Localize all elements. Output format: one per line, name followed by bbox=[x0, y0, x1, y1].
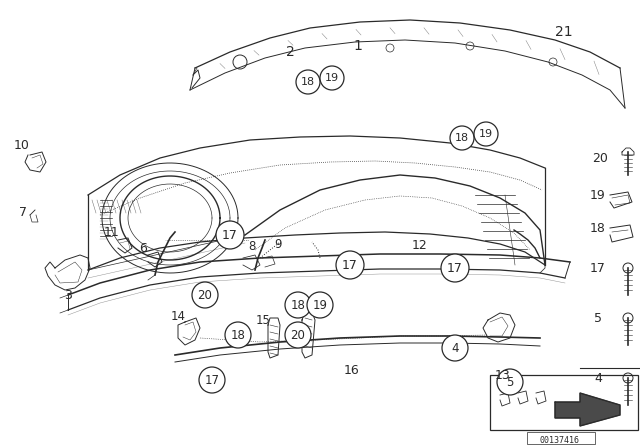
Text: 20: 20 bbox=[592, 151, 608, 164]
Text: 17: 17 bbox=[222, 228, 238, 241]
Text: 5: 5 bbox=[594, 311, 602, 324]
Bar bbox=[490, 375, 638, 430]
Circle shape bbox=[285, 322, 311, 348]
Text: 4: 4 bbox=[451, 341, 459, 354]
Text: 3: 3 bbox=[64, 289, 72, 302]
Text: 18: 18 bbox=[230, 328, 245, 341]
Circle shape bbox=[296, 70, 320, 94]
Text: 19: 19 bbox=[312, 298, 328, 311]
Circle shape bbox=[442, 335, 468, 361]
Text: 00137416: 00137416 bbox=[540, 435, 580, 444]
Text: 18: 18 bbox=[291, 298, 305, 311]
Circle shape bbox=[192, 282, 218, 308]
Bar bbox=[527, 432, 595, 444]
Text: 11: 11 bbox=[104, 225, 120, 238]
Text: 2: 2 bbox=[285, 45, 294, 59]
Text: 17: 17 bbox=[590, 262, 606, 275]
Text: 9: 9 bbox=[275, 237, 282, 250]
Text: 19: 19 bbox=[590, 189, 606, 202]
Text: 18: 18 bbox=[455, 133, 469, 143]
Circle shape bbox=[199, 367, 225, 393]
Circle shape bbox=[216, 221, 244, 249]
Circle shape bbox=[474, 122, 498, 146]
Text: 21: 21 bbox=[555, 25, 573, 39]
Text: 12: 12 bbox=[412, 238, 428, 251]
Circle shape bbox=[320, 66, 344, 90]
Text: 20: 20 bbox=[291, 328, 305, 341]
Text: 17: 17 bbox=[342, 258, 358, 271]
Text: 17: 17 bbox=[205, 374, 220, 387]
Text: 6: 6 bbox=[139, 241, 147, 254]
Text: 20: 20 bbox=[198, 289, 212, 302]
Text: 5: 5 bbox=[506, 375, 514, 388]
Text: 7: 7 bbox=[19, 206, 27, 219]
Circle shape bbox=[497, 369, 523, 395]
Circle shape bbox=[450, 126, 474, 150]
Circle shape bbox=[307, 292, 333, 318]
Text: 4: 4 bbox=[594, 371, 602, 384]
Text: 19: 19 bbox=[479, 129, 493, 139]
Polygon shape bbox=[555, 393, 620, 426]
Circle shape bbox=[336, 251, 364, 279]
Text: 14: 14 bbox=[170, 310, 186, 323]
Text: 10: 10 bbox=[14, 138, 30, 151]
Text: 15: 15 bbox=[255, 314, 271, 327]
Text: 8: 8 bbox=[248, 240, 256, 253]
Text: 16: 16 bbox=[344, 363, 360, 376]
Circle shape bbox=[441, 254, 469, 282]
Text: 19: 19 bbox=[325, 73, 339, 83]
Text: 1: 1 bbox=[353, 39, 362, 53]
Circle shape bbox=[285, 292, 311, 318]
Text: 18: 18 bbox=[301, 77, 315, 87]
Text: 13: 13 bbox=[495, 369, 511, 382]
Text: 18: 18 bbox=[590, 221, 606, 234]
Text: 17: 17 bbox=[447, 262, 463, 275]
Circle shape bbox=[225, 322, 251, 348]
